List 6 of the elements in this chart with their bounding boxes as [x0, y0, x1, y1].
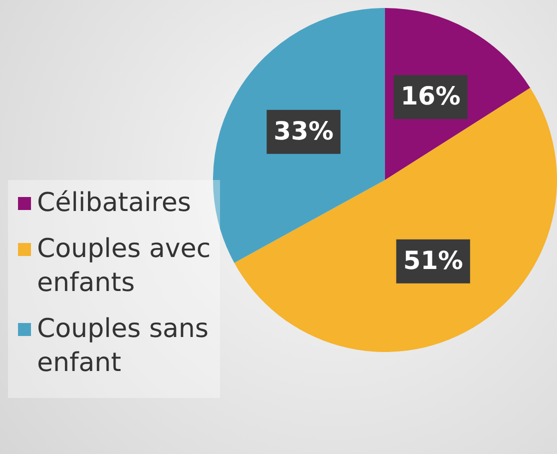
legend-label: Couples sans enfant	[37, 313, 210, 380]
legend-label: Célibataires	[37, 187, 192, 220]
legend-label: Couples avec enfants	[37, 233, 212, 300]
data-label: 51%	[403, 246, 464, 275]
data-label: 16%	[400, 82, 460, 111]
data-label: 33%	[274, 116, 334, 146]
